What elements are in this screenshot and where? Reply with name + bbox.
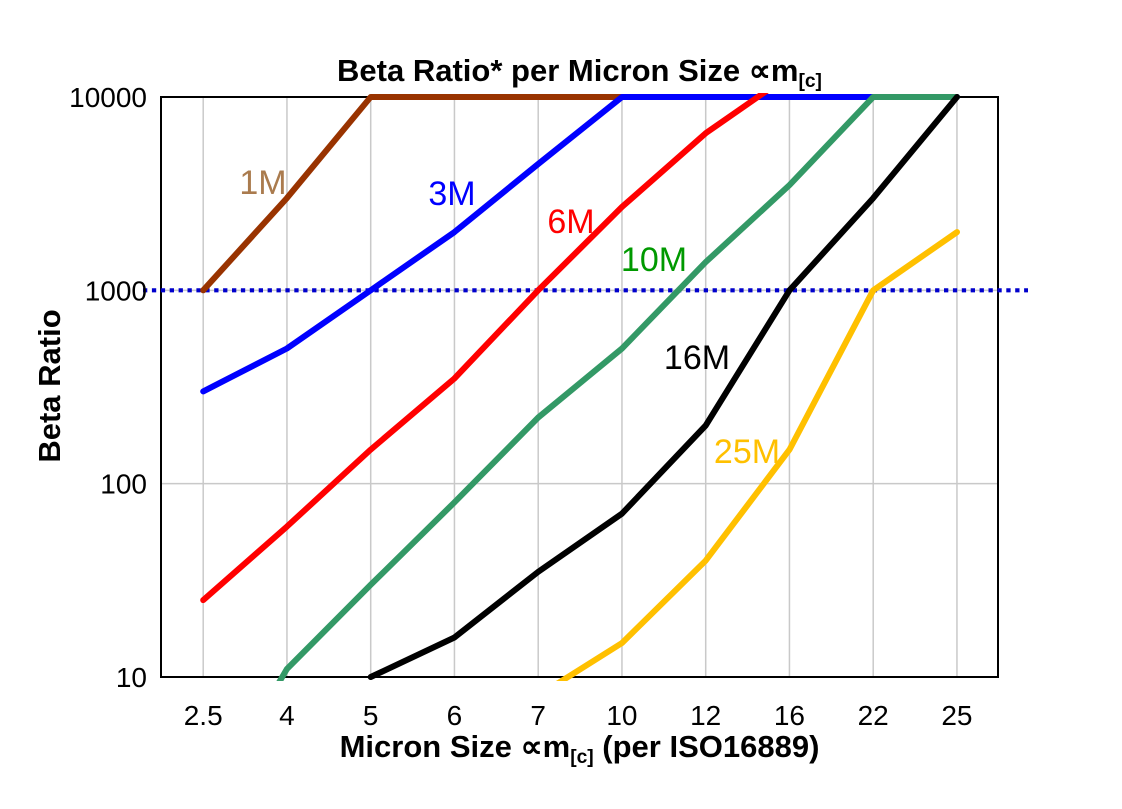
series-line-10M [276, 94, 960, 681]
series-label-16M: 16M [664, 339, 730, 377]
series-line-3M [200, 94, 960, 395]
y-tick-label-100: 100 [100, 469, 147, 500]
series-label-3M: 3M [428, 175, 475, 213]
chart-title-subscript: [c] [798, 70, 822, 92]
x-tick-label-6: 6 [447, 700, 463, 731]
y-tick-label-10000: 10000 [69, 82, 147, 113]
series-line-16M [367, 94, 960, 680]
x-tick-label-10: 10 [606, 700, 637, 731]
series-label-10M: 10M [621, 241, 687, 279]
series-line-6M [200, 93, 769, 604]
x-tick-label-4: 4 [279, 700, 295, 731]
series-label-25M: 25M [714, 433, 780, 471]
x-axis-title-suffix: (per ISO16889) [593, 729, 820, 764]
series-label-1M: 1M [239, 164, 286, 202]
x-axis-title-subscript: [c] [570, 746, 594, 768]
x-tick-label-2.5: 2.5 [184, 700, 223, 731]
x-tick-label-22: 22 [858, 700, 889, 731]
x-tick-label-5: 5 [363, 700, 379, 731]
x-axis-title-text: Micron Size ∝m [339, 729, 571, 764]
chart-title-text: Beta Ratio* per Micron Size ∝m [337, 53, 799, 88]
x-tick-label-12: 12 [690, 700, 721, 731]
x-tick-label-16: 16 [774, 700, 805, 731]
series-line-1M [200, 94, 625, 294]
x-axis-title: Micron Size ∝m[c] (per ISO16889) [161, 727, 998, 768]
x-tick-label-25: 25 [941, 700, 972, 731]
y-tick-label-1000: 1000 [85, 275, 147, 306]
y-tick-label-10: 10 [116, 662, 147, 693]
chart-title: Beta Ratio* per Micron Size ∝m[c] [161, 50, 998, 92]
series-label-6M: 6M [547, 203, 594, 241]
series-line-25M [555, 229, 960, 681]
x-tick-label-7: 7 [530, 700, 546, 731]
